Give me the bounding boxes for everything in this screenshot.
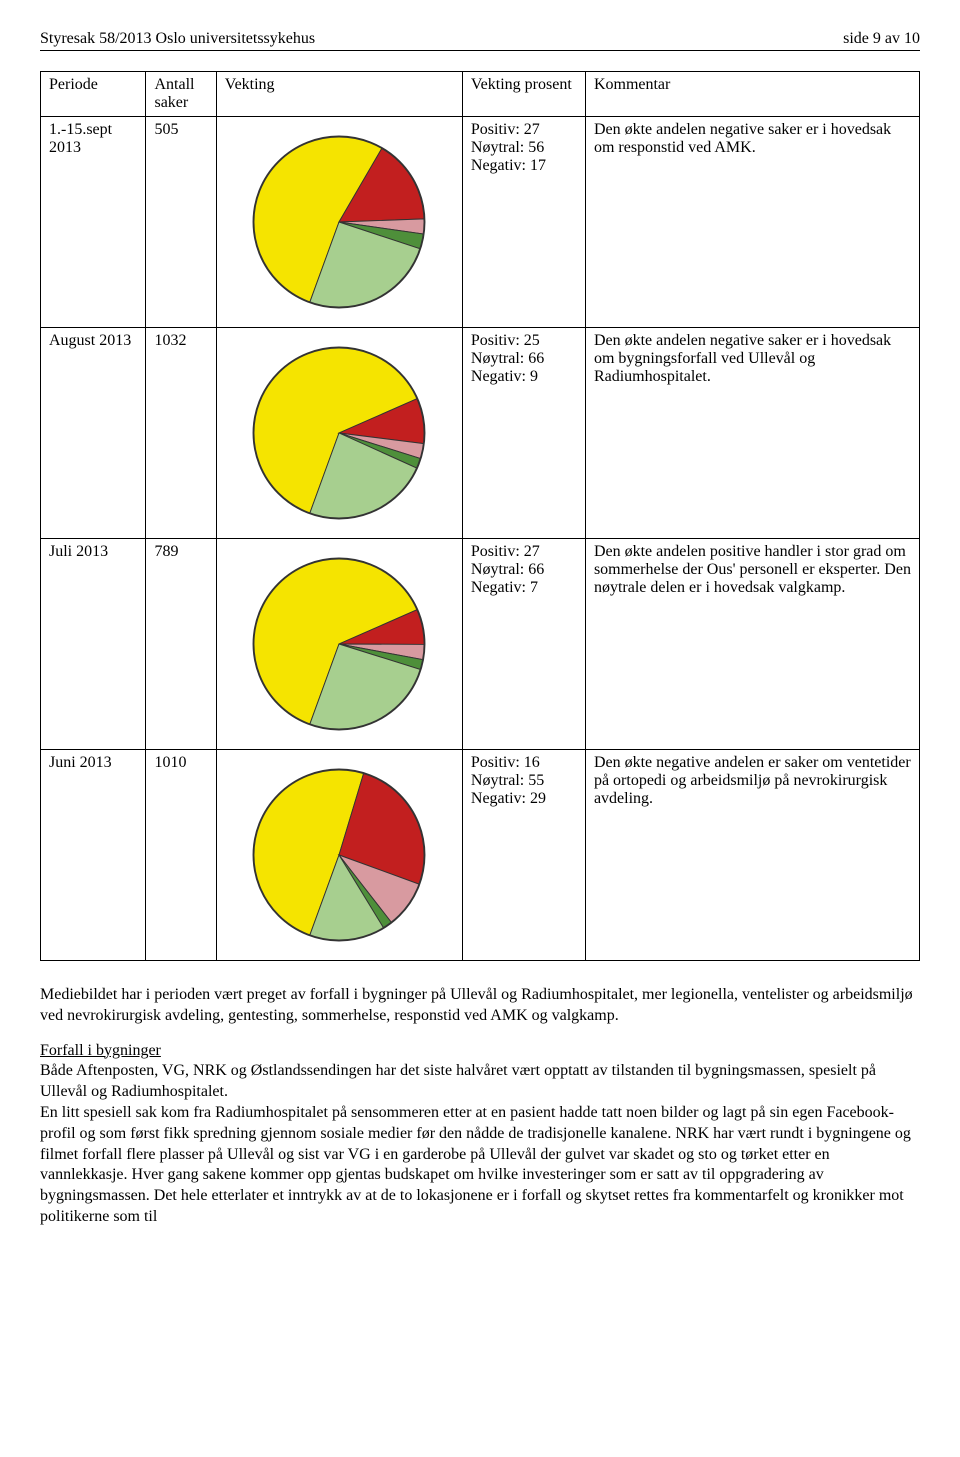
cell-vekting-prosent: Positiv: 27Nøytral: 66Negativ: 7 bbox=[462, 539, 585, 750]
media-table: Periode Antall saker Vekting Vekting pro… bbox=[40, 71, 920, 961]
cell-periode: August 2013 bbox=[41, 328, 146, 539]
cell-antall: 1032 bbox=[146, 328, 216, 539]
pie-chart bbox=[225, 543, 454, 745]
table-row: August 20131032 Positiv: 25Nøytral: 66Neg… bbox=[41, 328, 920, 539]
subheading: Forfall i bygninger bbox=[40, 1042, 161, 1059]
table-header-row: Periode Antall saker Vekting Vekting pro… bbox=[41, 72, 920, 117]
page-header: Styresak 58/2013 Oslo universitetssykehu… bbox=[40, 30, 920, 51]
cell-vekting-prosent: Positiv: 25Nøytral: 66Negativ: 9 bbox=[462, 328, 585, 539]
pie-chart bbox=[225, 121, 454, 323]
cell-vekting-chart bbox=[216, 750, 462, 961]
cell-periode: 1.-15.sept 2013 bbox=[41, 117, 146, 328]
col-periode: Periode bbox=[41, 72, 146, 117]
cell-periode: Juli 2013 bbox=[41, 539, 146, 750]
cell-antall: 1010 bbox=[146, 750, 216, 961]
cell-vekting-chart bbox=[216, 539, 462, 750]
cell-kommentar: Den økte negative andelen er saker om ve… bbox=[585, 750, 919, 961]
body-text: Mediebildet har i perioden vært preget a… bbox=[40, 985, 920, 1228]
cell-antall: 505 bbox=[146, 117, 216, 328]
cell-kommentar: Den økte andelen negative saker er i hov… bbox=[585, 117, 919, 328]
col-kommentar: Kommentar bbox=[585, 72, 919, 117]
header-right: side 9 av 10 bbox=[843, 30, 920, 48]
pie-chart bbox=[225, 332, 454, 534]
cell-kommentar: Den økte andelen negative saker er i hov… bbox=[585, 328, 919, 539]
cell-vekting-prosent: Positiv: 16Nøytral: 55Negativ: 29 bbox=[462, 750, 585, 961]
table-row: Juni 20131010 Positiv: 16Nøytral: 55Negat… bbox=[41, 750, 920, 961]
table-row: Juli 2013789 Positiv: 27Nøytral: 66Negati… bbox=[41, 539, 920, 750]
cell-kommentar: Den økte andelen positive handler i stor… bbox=[585, 539, 919, 750]
pie-chart bbox=[225, 754, 454, 956]
cell-vekting-chart bbox=[216, 328, 462, 539]
paragraph: Mediebildet har i perioden vært preget a… bbox=[40, 985, 920, 1027]
paragraph: Forfall i bygninger Både Aftenposten, VG… bbox=[40, 1041, 920, 1228]
table-row: 1.-15.sept 2013505 Positiv: 27Nøytral: 56… bbox=[41, 117, 920, 328]
paragraph-text: Både Aftenposten, VG, NRK og Østlandssen… bbox=[40, 1062, 876, 1100]
col-prosent: Vekting prosent bbox=[462, 72, 585, 117]
cell-antall: 789 bbox=[146, 539, 216, 750]
cell-vekting-chart bbox=[216, 117, 462, 328]
paragraph-text: En litt spesiell sak kom fra Radiumhospi… bbox=[40, 1104, 911, 1225]
cell-periode: Juni 2013 bbox=[41, 750, 146, 961]
col-antall: Antall saker bbox=[146, 72, 216, 117]
cell-vekting-prosent: Positiv: 27Nøytral: 56Negativ: 17 bbox=[462, 117, 585, 328]
col-vekting: Vekting bbox=[216, 72, 462, 117]
header-left: Styresak 58/2013 Oslo universitetssykehu… bbox=[40, 30, 315, 48]
